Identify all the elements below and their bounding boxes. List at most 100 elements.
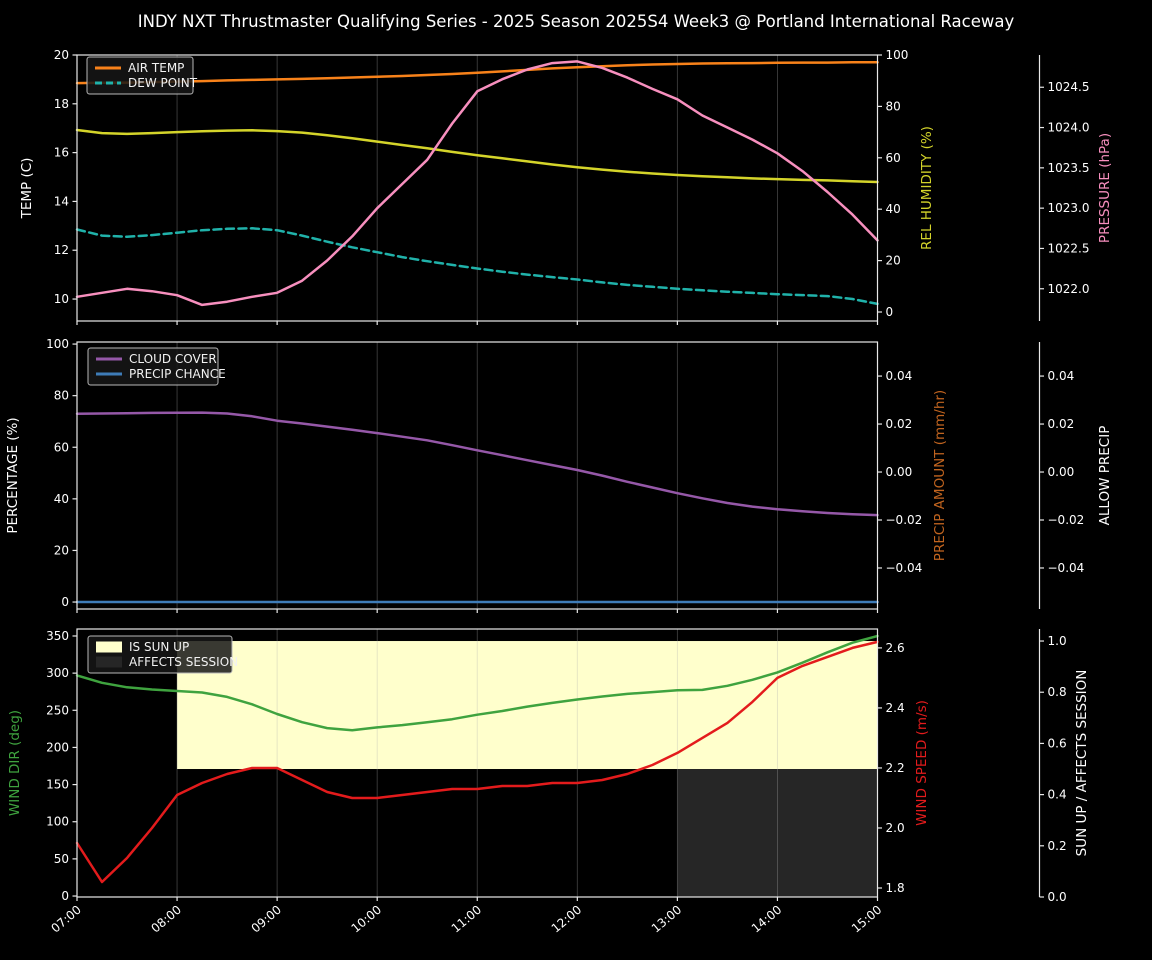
axis-label-temp-c: TEMP (C) [19,158,35,220]
series-pressure [75,60,879,307]
axis-label-wind-dir-deg: WIND DIR (deg) [7,710,23,816]
tick-label: 0.6 [1048,736,1067,750]
tick-label: 250 [46,703,69,717]
tick-label: 150 [46,778,69,792]
tick-label: 60 [886,151,901,165]
tick-label: 100 [46,337,69,351]
x-tick-label: 12:00 [549,903,584,936]
legend-label-air-temp: AIR TEMP [128,61,184,75]
tick-label: 40 [886,202,901,216]
tick-label: 0.8 [1048,685,1067,699]
is-sun-up-region [177,641,878,770]
tick-label: 16 [54,146,69,160]
tick-label: 0.02 [1048,417,1075,431]
series-rel-humidity [75,128,879,184]
tick-label: 0.04 [1048,369,1075,383]
x-tick-label: 10:00 [349,903,384,936]
tick-label: 18 [54,97,69,111]
tick-label: 1.8 [886,881,905,895]
tick-label: 0.00 [886,465,913,479]
tick-label: 200 [46,740,69,754]
tick-label: −0.02 [1048,513,1085,527]
series-cloud-cover [75,411,879,517]
series-dew-point [75,227,879,306]
temperature-panel: 10 12 14 16 18 20 0 20 40 60 80 100 1022.0 1022.5 1023… [19,48,1113,325]
tick-label: 20 [54,48,69,62]
tick-label: 10 [54,292,69,306]
tick-label: 50 [54,852,69,866]
x-tick-label: 08:00 [148,903,183,936]
axis-label-percentage: PERCENTAGE (%) [5,417,21,533]
axis-label-rel-humidity: REL HUMIDITY (%) [919,126,935,250]
tick-label: 0.04 [886,369,913,383]
tick-label: 0.00 [1048,465,1075,479]
tick-label: 20 [886,254,901,268]
tick-label: 300 [46,666,69,680]
tick-label: 0 [61,595,69,609]
tick-label: 1022.5 [1048,241,1090,255]
tick-label: 0.2 [1048,839,1067,853]
axis-label-precip-amount-mm-hr: PRECIP AMOUNT (mm/hr) [932,390,948,561]
x-tick-label: 13:00 [649,903,684,936]
legend-swatch-is-sun-up [96,641,122,653]
legend-box [86,56,194,95]
legend-label-precip-chance: PRECIP CHANCE [129,367,226,381]
tick-label: 1022.0 [1048,282,1090,296]
tick-label: 80 [886,99,901,113]
tick-label: 12 [54,243,69,257]
tick-label: 0 [886,305,894,319]
tick-label: 1.0 [1048,634,1067,648]
tick-label: 350 [46,629,69,643]
x-tick-label: 07:00 [48,903,83,936]
tick-label: 80 [54,389,69,403]
legend-box [87,347,219,386]
x-tick-label: 15:00 [849,903,884,936]
tick-label: 0.02 [886,417,913,431]
tick-label: 2.2 [886,761,905,775]
legend-label-cloud-cover: CLOUD COVER [129,352,217,366]
axis-label-allow-precip: ALLOW PRECIP [1097,426,1113,526]
x-tick-label: 14:00 [749,903,784,936]
precipitation-panel: 0 20 40 60 80 100 0.04 0.02 0.00 −0.02 −0.04 0.04 0.… [5,337,1113,613]
series-wind-speed [75,640,879,884]
tick-label: 2.6 [886,641,905,655]
tick-label: 1024.5 [1048,80,1090,94]
tick-label: 60 [54,440,69,454]
axis-label-wind-speed-m-s: WIND SPEED (m/s) [914,700,930,826]
affects-session-region [677,769,878,897]
tick-label: −0.04 [886,561,923,575]
tick-label: 0 [61,889,69,903]
legend-label-affects-session: AFFECTS SESSION [129,655,238,669]
tick-label: 0.4 [1048,788,1067,802]
tick-label: 20 [54,543,69,557]
tick-label: 1023.5 [1048,161,1090,175]
tick-label: −0.02 [886,513,923,527]
tick-label: 100 [886,48,909,62]
series-wind-dir [75,634,879,732]
x-tick-label: 11:00 [449,903,484,936]
legend-swatch-affects-session [96,656,122,668]
tick-label: 2.4 [886,701,905,715]
axis-label-pressure-hpa: PRESSURE (hPa) [1097,133,1113,243]
x-tick-label: 09:00 [249,903,284,936]
tick-label: 1024.0 [1048,121,1090,135]
axis-label-sun-up-affects-session: SUN UP / AFFECTS SESSION [1074,670,1090,857]
tick-label: 40 [54,492,69,506]
tick-label: −0.04 [1048,561,1085,575]
tick-label: 2.0 [886,821,905,835]
legend-box [87,635,233,674]
figure-title: INDY NXT Thrustmaster Qualifying Series … [137,12,1015,31]
tick-label: 1023.0 [1048,201,1090,215]
legend-label-dew-point: DEW POINT [128,76,198,90]
legend-label-is-sun-up: IS SUN UP [129,640,189,654]
tick-label: 14 [54,194,69,208]
wind-panel: 0 50 100 150 200 250 300 350 1.8 2.0 2.2 2.4 2.6 0.0 0… [7,628,1090,936]
tick-label: 100 [46,815,69,829]
tick-label: 0.0 [1048,890,1067,904]
series-air-temp [75,61,879,85]
